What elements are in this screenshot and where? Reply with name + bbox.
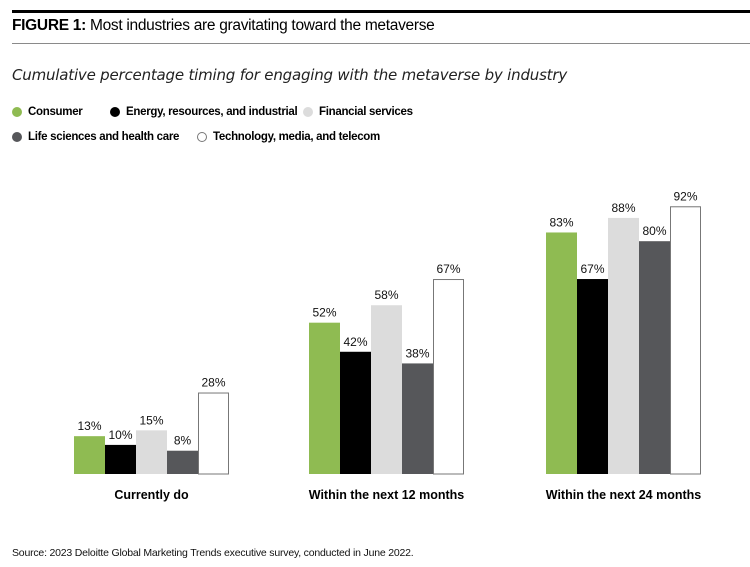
figure-title: FIGURE 1: Most industries are gravitatin… <box>12 17 435 35</box>
data-label: 67% <box>436 262 460 276</box>
data-label: 92% <box>673 189 697 203</box>
legend-item: Technology, media, and telecom <box>197 131 380 143</box>
data-label: 83% <box>549 215 573 229</box>
bar <box>105 444 136 474</box>
bar <box>74 436 105 474</box>
legend-item: Financial services <box>303 106 413 118</box>
legend-swatch-icon <box>110 107 120 117</box>
figure-title-text: Most industries are gravitating toward t… <box>89 17 435 34</box>
data-label: 8% <box>174 434 192 448</box>
bar <box>433 279 464 475</box>
legend-swatch-icon <box>12 107 22 117</box>
bar <box>577 279 608 474</box>
category-label: Within the next 12 months <box>309 488 464 502</box>
data-label: 28% <box>201 376 225 390</box>
category-label: Within the next 24 months <box>546 488 701 502</box>
source-note: Source: 2023 Deloitte Global Marketing T… <box>12 547 414 559</box>
legend-label: Energy, resources, and industrial <box>126 106 298 118</box>
legend-swatch-icon <box>197 132 207 142</box>
data-label: 52% <box>312 306 336 320</box>
legend-label: Financial services <box>319 106 413 118</box>
data-label: 13% <box>77 419 101 433</box>
chart-subtitle: Cumulative percentage timing for engagin… <box>12 66 568 84</box>
legend-item: Life sciences and health care <box>12 131 179 143</box>
legend-item: Energy, resources, and industrial <box>110 106 298 118</box>
data-label: 38% <box>405 346 429 360</box>
bar <box>340 351 371 474</box>
category-label: Currently do <box>114 488 189 502</box>
data-label: 10% <box>108 428 132 442</box>
bar <box>546 232 577 474</box>
legend-swatch-icon <box>12 132 22 142</box>
title-divider <box>12 43 750 44</box>
bar <box>402 363 433 474</box>
figure-label: FIGURE 1: <box>12 17 86 34</box>
data-label: 88% <box>611 201 635 215</box>
data-label: 15% <box>139 413 163 427</box>
bar <box>371 305 402 474</box>
legend-label: Technology, media, and telecom <box>213 131 380 143</box>
top-rule <box>12 10 750 13</box>
legend-label: Life sciences and health care <box>28 131 180 143</box>
legend-label: Consumer <box>28 106 83 118</box>
bar <box>670 206 701 475</box>
legend-item: Consumer <box>12 106 83 118</box>
data-label: 42% <box>343 335 367 349</box>
data-label: 80% <box>642 224 666 238</box>
bar <box>198 392 229 475</box>
bar <box>167 450 198 474</box>
legend-swatch-icon <box>303 107 313 117</box>
data-label: 67% <box>580 262 604 276</box>
data-label: 58% <box>374 288 398 302</box>
bar <box>639 241 670 474</box>
bar <box>608 217 639 475</box>
bar <box>136 430 167 474</box>
bar <box>309 322 340 474</box>
